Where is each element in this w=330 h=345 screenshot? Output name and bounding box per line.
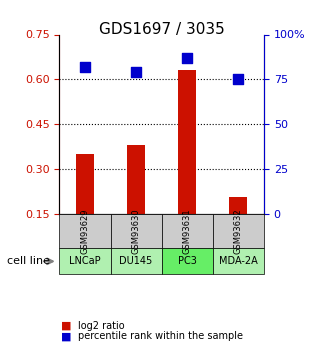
Text: LNCaP: LNCaP: [69, 256, 101, 266]
Text: GDS1697 / 3035: GDS1697 / 3035: [99, 22, 225, 37]
Point: [82, 64, 88, 70]
Bar: [127, 145, 145, 214]
Point: [236, 77, 241, 82]
Point: [133, 69, 139, 75]
Text: MDA-2A: MDA-2A: [219, 256, 258, 266]
Point: [184, 55, 190, 61]
Text: GSM93630: GSM93630: [132, 208, 141, 254]
Text: GSM93632: GSM93632: [234, 208, 243, 254]
Text: ■: ■: [61, 332, 71, 341]
Text: percentile rank within the sample: percentile rank within the sample: [78, 332, 243, 341]
Bar: [178, 70, 196, 214]
Text: cell line: cell line: [7, 256, 50, 266]
Text: DU145: DU145: [119, 256, 153, 266]
Text: ■: ■: [61, 321, 71, 331]
Bar: [76, 154, 94, 214]
Text: GSM93629: GSM93629: [81, 208, 89, 254]
Text: PC3: PC3: [178, 256, 197, 266]
Text: GSM93631: GSM93631: [183, 208, 192, 254]
Text: log2 ratio: log2 ratio: [78, 321, 124, 331]
Bar: [229, 197, 248, 214]
